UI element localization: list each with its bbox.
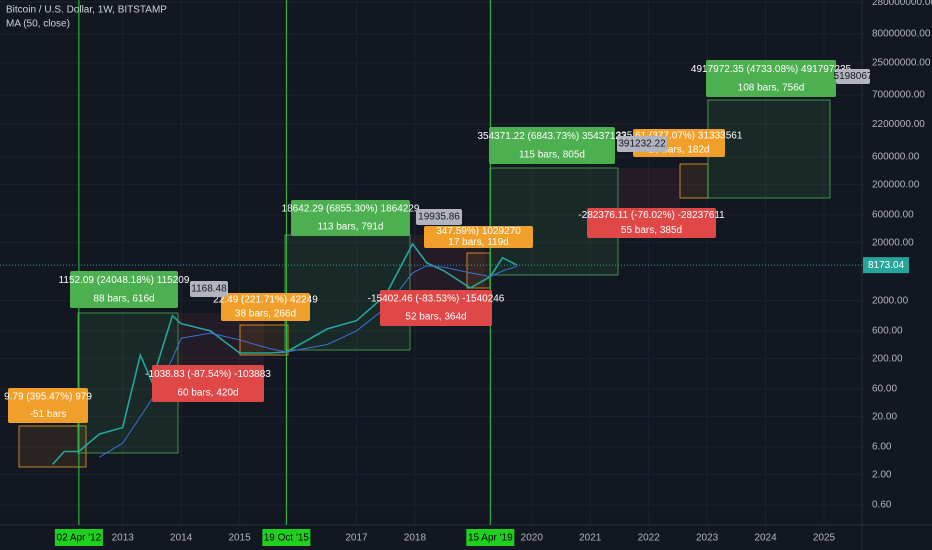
- annotation-box: [416, 209, 462, 225]
- annotation-box: [190, 281, 228, 297]
- x-tick-label: 2018: [404, 533, 427, 544]
- y-tick-label: 60000.00: [872, 210, 914, 221]
- annotation-text: -51 bars: [30, 409, 67, 420]
- date-marker-bg: [54, 529, 103, 546]
- annotation-text: 108 bars, 756d: [738, 82, 805, 93]
- annotation-box: [152, 365, 264, 402]
- x-tick-label: 2015: [228, 533, 251, 544]
- annotation-text: 19935.86: [418, 212, 460, 223]
- annotation-text: 335.61 (377.07%) 31333561: [616, 131, 743, 142]
- annotation-box: [587, 208, 716, 238]
- annotation-text: 88 bars, 616d: [93, 293, 154, 304]
- y-tick-label: 600000.00: [872, 152, 920, 163]
- x-tick-label: 2014: [170, 533, 193, 544]
- annotation-text: 18642.29 (6855.30%) 1864229: [282, 204, 420, 215]
- annotation-text: 55 bars, 385d: [621, 225, 682, 236]
- annotation-box: [489, 127, 615, 164]
- y-tick-label: 200000.00: [872, 179, 920, 190]
- annotation-text: 4917972.35 (4733.08%) 491797235: [691, 64, 852, 75]
- date-marker-label: 15 Apr '19: [468, 533, 513, 544]
- annotation-text: 52 bars, 364d: [405, 312, 466, 323]
- date-marker-bg: [466, 529, 515, 546]
- annotation-box: [836, 69, 870, 84]
- y-tick-label: 20000.00: [872, 237, 914, 248]
- date-marker-label: 02 Apr '12: [57, 533, 102, 544]
- y-tick-label: 0.60: [872, 500, 892, 511]
- x-tick-label: 2017: [345, 533, 368, 544]
- annotation-text: 1168.48: [191, 284, 227, 295]
- annotation-text: 9.79 (395.47%) 979: [4, 391, 92, 402]
- annotation-text: 22.49 (221.71%) 42249: [213, 295, 318, 306]
- indicator-legend: MA (50, close): [6, 19, 70, 30]
- price-label-bg: [863, 257, 909, 274]
- annotation-box: [706, 60, 836, 97]
- annotation-text: 115 bars, 805d: [519, 149, 585, 160]
- annotation-text: 347.59%) 1029270: [436, 226, 521, 237]
- annotation-text: 391232.22: [618, 139, 666, 150]
- series-line: [52, 242, 518, 465]
- y-tick-label: 80000000.00: [872, 28, 931, 39]
- annotation-text: -1038.83 (-87.54%) -103883: [145, 369, 271, 380]
- annotation-text: 5198067: [834, 71, 873, 82]
- y-tick-label: 2.00: [872, 469, 892, 480]
- annotation-box: [70, 271, 178, 308]
- annotation-box: [291, 200, 410, 236]
- y-tick-label: 280000000.00: [872, 0, 932, 8]
- annotation-text: -15402.46 (-83.53%) -1540246: [368, 294, 505, 305]
- date-marker-bg: [262, 529, 311, 546]
- annotation-box: [424, 226, 533, 248]
- x-tick-label: 2025: [813, 533, 836, 544]
- y-tick-label: 25000000.00: [872, 58, 931, 69]
- annotation-text: 354371.22 (6843.73%) 35437122: [477, 131, 626, 142]
- x-tick-label: 2021: [579, 533, 602, 544]
- annotation-text: 26 bars, 182d: [648, 145, 709, 156]
- annotation-box: [8, 388, 88, 423]
- y-tick-label: 7000000.00: [872, 90, 925, 101]
- annotation-box: [380, 290, 492, 326]
- annotation-text: 17 bars, 119d: [448, 237, 508, 248]
- y-tick-label: 200.00: [872, 353, 903, 364]
- y-tick-label: 600.00: [872, 326, 903, 337]
- x-tick-label: 2013: [112, 533, 135, 544]
- y-tick-label: 6.00: [872, 442, 892, 453]
- annotation-text: 1152.09 (24048.18%) 115209: [59, 275, 190, 286]
- price-label: 8173.04: [868, 260, 905, 271]
- annotation-text: -282376.11 (-76.02%) -28237611: [578, 210, 725, 221]
- annotation-text: 113 bars, 791d: [318, 222, 384, 233]
- annotation-text: 60 bars, 420d: [177, 387, 238, 398]
- annotation-box: [617, 136, 667, 152]
- x-tick-label: 2020: [521, 533, 544, 544]
- x-tick-label: 2023: [696, 533, 719, 544]
- x-tick-label: 2022: [638, 533, 661, 544]
- y-tick-label: 20.00: [872, 411, 897, 422]
- y-tick-label: 2000.00: [872, 295, 909, 306]
- annotation-box: [221, 293, 310, 321]
- y-tick-label: 2200000.00: [872, 119, 925, 130]
- chart-title: Bitcoin / U.S. Dollar, 1W, BITSTAMP: [6, 5, 167, 16]
- annotation-text: 38 bars, 266d: [235, 309, 296, 320]
- x-tick-label: 2024: [754, 533, 777, 544]
- y-tick-label: 60.00: [872, 384, 897, 395]
- date-marker-label: 19 Oct '15: [264, 533, 310, 544]
